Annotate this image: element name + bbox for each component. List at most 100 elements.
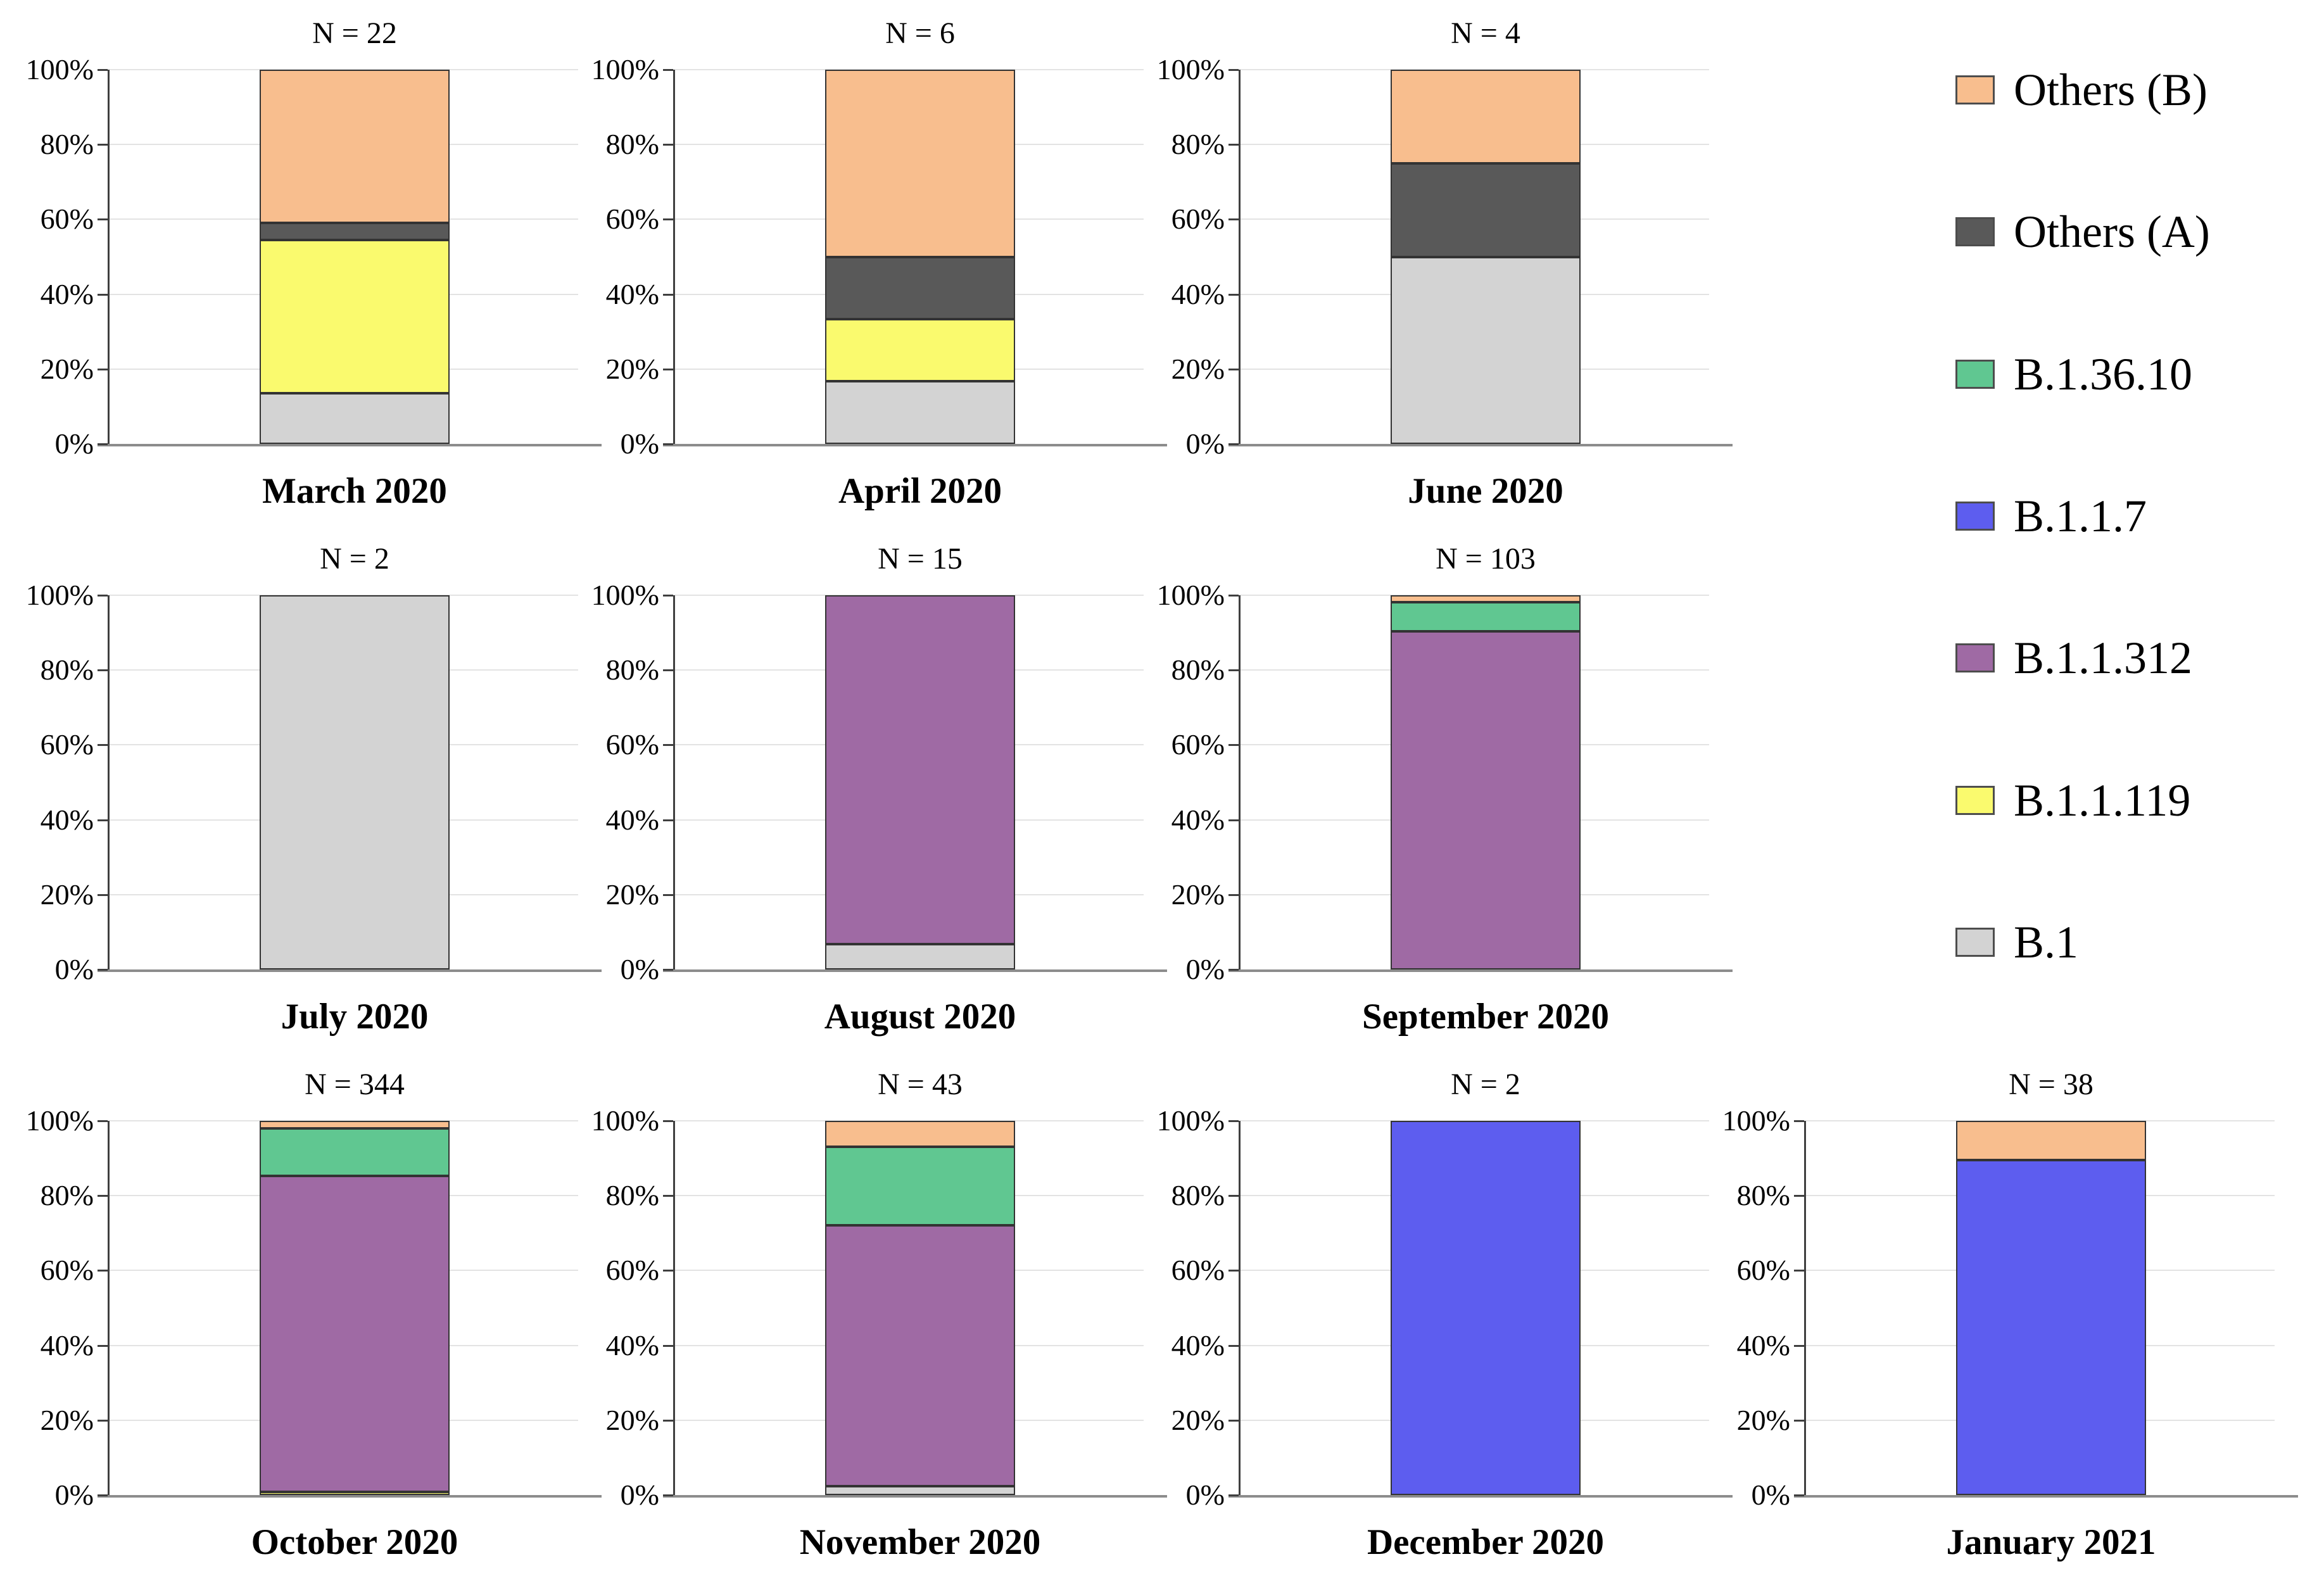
- y-tick: [98, 819, 108, 821]
- y-tick: [1228, 669, 1239, 672]
- x-axis-baseline: [1228, 1495, 1733, 1498]
- y-tick: [1794, 1344, 1804, 1347]
- y-tick-label: 40%: [40, 1329, 94, 1361]
- y-tick: [1794, 1494, 1804, 1496]
- bar-segment-others-a: [1391, 163, 1581, 257]
- y-tick: [1228, 69, 1239, 71]
- n-count-label: N = 2: [320, 542, 389, 576]
- bar-segment-b-1: [260, 393, 450, 444]
- y-tick-label: 20%: [1736, 1403, 1790, 1436]
- y-tick-label: 0%: [620, 1479, 659, 1511]
- y-tick-label: 80%: [40, 1179, 94, 1212]
- y-tick: [663, 669, 673, 672]
- y-tick-label: 100%: [591, 579, 659, 611]
- x-axis-baseline: [663, 969, 1167, 972]
- y-tick: [98, 595, 108, 596]
- y-tick-label: 100%: [591, 53, 659, 85]
- y-tick: [663, 1344, 673, 1347]
- y-tick-label: 20%: [1171, 352, 1225, 385]
- y-tick: [663, 69, 673, 71]
- y-tick: [1228, 1195, 1239, 1197]
- y-tick-label: 80%: [40, 128, 94, 161]
- bar-segment-others-b: [1391, 595, 1581, 603]
- y-tick: [98, 1419, 108, 1422]
- x-axis-baseline: [663, 444, 1167, 446]
- y-tick-label: 100%: [25, 1104, 94, 1137]
- stacked-bar: [1391, 70, 1581, 444]
- y-tick-label: 80%: [1171, 1179, 1225, 1212]
- y-tick-label: 100%: [1722, 1104, 1790, 1137]
- y-tick-label: 60%: [605, 1254, 659, 1287]
- y-tick-label: 40%: [605, 1329, 659, 1361]
- legend-entry-b-1-1-119: B.1.1.119: [1955, 772, 2190, 829]
- n-count-label: N = 15: [878, 542, 963, 576]
- y-tick: [98, 1344, 108, 1347]
- bar-segment-b-1-1-7: [1956, 1160, 2146, 1495]
- y-tick-label: 60%: [605, 728, 659, 761]
- legend-label: Others (A): [2014, 206, 2210, 257]
- y-tick-label: 20%: [605, 878, 659, 911]
- bar-segment-b-1-1-312: [260, 1176, 450, 1492]
- x-axis-baseline: [98, 1495, 602, 1498]
- y-tick-label: 0%: [54, 1479, 94, 1511]
- legend-swatch-others-b-icon: [1955, 75, 1995, 104]
- bar-segment-b-1-1-119: [260, 239, 450, 393]
- stacked-bar: [825, 595, 1015, 969]
- y-tick: [1794, 1419, 1804, 1422]
- y-tick: [98, 368, 108, 370]
- y-tick: [1228, 595, 1239, 596]
- n-count-label: N = 344: [305, 1068, 405, 1101]
- y-tick: [663, 1419, 673, 1422]
- legend-label: B.1.1.119: [2014, 775, 2191, 826]
- y-tick: [1228, 819, 1239, 821]
- y-tick: [98, 1120, 108, 1122]
- y-tick: [98, 1494, 108, 1496]
- bar-segment-others-b: [260, 1121, 450, 1128]
- y-tick-label: 40%: [40, 277, 94, 310]
- y-tick: [663, 1270, 673, 1272]
- y-axis: [108, 595, 110, 969]
- month-label: August 2020: [824, 997, 1016, 1037]
- bar-segment-others-a: [825, 256, 1015, 320]
- y-axis: [108, 70, 110, 444]
- n-count-label: N = 2: [1451, 1068, 1520, 1101]
- y-tick: [663, 744, 673, 747]
- y-tick: [98, 293, 108, 296]
- y-axis: [1239, 70, 1241, 444]
- y-tick-label: 100%: [25, 53, 94, 85]
- y-tick-label: 100%: [1156, 1104, 1225, 1137]
- legend-swatch-b-1-1-7-icon: [1955, 502, 1995, 531]
- bar-segment-b-1-36-10: [260, 1128, 450, 1177]
- n-count-label: N = 22: [312, 16, 397, 50]
- y-tick: [1228, 1270, 1239, 1272]
- legend-swatch-others-a-icon: [1955, 217, 1995, 246]
- y-tick-label: 80%: [1171, 128, 1225, 161]
- month-label: June 2020: [1408, 471, 1563, 511]
- y-axis: [1239, 1121, 1241, 1495]
- bar-segment-b-1-1-312: [825, 1225, 1015, 1487]
- y-tick: [663, 218, 673, 221]
- bar-segment-b-1-1-312: [825, 595, 1015, 945]
- y-tick-label: 100%: [591, 1104, 659, 1137]
- n-count-label: N = 43: [878, 1068, 963, 1101]
- y-tick: [1228, 1344, 1239, 1347]
- y-tick: [663, 368, 673, 370]
- gridline-100: [675, 1120, 1144, 1121]
- bar-segment-b-1-1-119: [825, 319, 1015, 382]
- bar-segment-b-1-1-119: [260, 1491, 450, 1495]
- bar-segment-others-b: [260, 70, 450, 223]
- stacked-bar: [1391, 595, 1581, 969]
- y-tick-label: 0%: [620, 427, 659, 460]
- y-tick-label: 0%: [1185, 953, 1225, 985]
- bar-segment-b-1: [1391, 256, 1581, 444]
- y-tick-label: 80%: [40, 653, 94, 686]
- month-label: July 2020: [281, 997, 429, 1037]
- y-tick-label: 100%: [1156, 53, 1225, 85]
- legend-label: B.1.1.312: [2014, 633, 2193, 683]
- y-tick-label: 40%: [40, 803, 94, 836]
- y-tick: [98, 69, 108, 71]
- gridline-100: [110, 69, 578, 70]
- y-tick: [98, 893, 108, 896]
- y-tick: [1794, 1270, 1804, 1272]
- bar-segment-b-1-36-10: [1391, 602, 1581, 632]
